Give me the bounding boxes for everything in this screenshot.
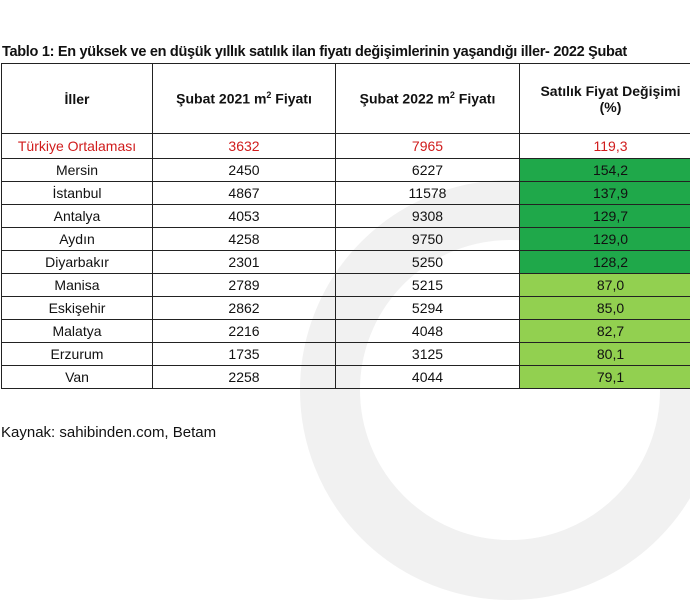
city-cell: Eskişehir	[2, 297, 153, 320]
change-cell: 80,1	[520, 343, 690, 366]
change-cell: 154,2	[520, 159, 690, 182]
price-2021-cell: 2301	[153, 251, 336, 274]
header-2022: Şubat 2022 m2 Fiyatı	[336, 64, 520, 134]
city-cell: Aydın	[2, 228, 153, 251]
header-2021: Şubat 2021 m2 Fiyatı	[153, 64, 336, 134]
price-2021-cell: 4258	[153, 228, 336, 251]
city-cell: Türkiye Ortalaması	[2, 134, 153, 159]
header-change: Satılık Fiyat Değişimi(%)	[520, 64, 690, 134]
price-2022-cell: 6227	[336, 159, 520, 182]
price-2021-cell: 3632	[153, 134, 336, 159]
city-cell: Malatya	[2, 320, 153, 343]
price-2021-cell: 2789	[153, 274, 336, 297]
table-title: Tablo 1: En yüksek ve en düşük yıllık sa…	[2, 44, 627, 60]
change-cell: 128,2	[520, 251, 690, 274]
price-2021-cell: 2216	[153, 320, 336, 343]
change-cell: 129,0	[520, 228, 690, 251]
city-cell: Antalya	[2, 205, 153, 228]
change-cell: 79,1	[520, 366, 690, 389]
change-cell: 129,7	[520, 205, 690, 228]
price-change-table: İller Şubat 2021 m2 Fiyatı Şubat 2022 m2…	[1, 63, 690, 389]
price-2021-cell: 1735	[153, 343, 336, 366]
city-cell: İstanbul	[2, 182, 153, 205]
price-2022-cell: 11578	[336, 182, 520, 205]
price-2021-cell: 2258	[153, 366, 336, 389]
price-2021-cell: 2862	[153, 297, 336, 320]
price-2022-cell: 4048	[336, 320, 520, 343]
price-2022-cell: 3125	[336, 343, 520, 366]
change-cell: 119,3	[520, 134, 690, 159]
price-2022-cell: 9308	[336, 205, 520, 228]
price-2022-cell: 4044	[336, 366, 520, 389]
price-2022-cell: 5250	[336, 251, 520, 274]
source-note: Kaynak: sahibinden.com, Betam	[1, 424, 216, 441]
city-cell: Diyarbakır	[2, 251, 153, 274]
city-cell: Van	[2, 366, 153, 389]
city-cell: Mersin	[2, 159, 153, 182]
price-2021-cell: 4867	[153, 182, 336, 205]
change-cell: 85,0	[520, 297, 690, 320]
price-2021-cell: 4053	[153, 205, 336, 228]
city-cell: Erzurum	[2, 343, 153, 366]
header-row: İller Şubat 2021 m2 Fiyatı Şubat 2022 m2…	[2, 64, 690, 134]
price-2022-cell: 7965	[336, 134, 520, 159]
change-cell: 87,0	[520, 274, 690, 297]
price-2021-cell: 2450	[153, 159, 336, 182]
change-cell: 82,7	[520, 320, 690, 343]
header-city: İller	[2, 64, 153, 134]
price-2022-cell: 5294	[336, 297, 520, 320]
average-row: Türkiye Ortalaması 3632 7965 119,3	[2, 134, 690, 159]
city-cell: Manisa	[2, 274, 153, 297]
price-2022-cell: 9750	[336, 228, 520, 251]
price-2022-cell: 5215	[336, 274, 520, 297]
change-cell: 137,9	[520, 182, 690, 205]
